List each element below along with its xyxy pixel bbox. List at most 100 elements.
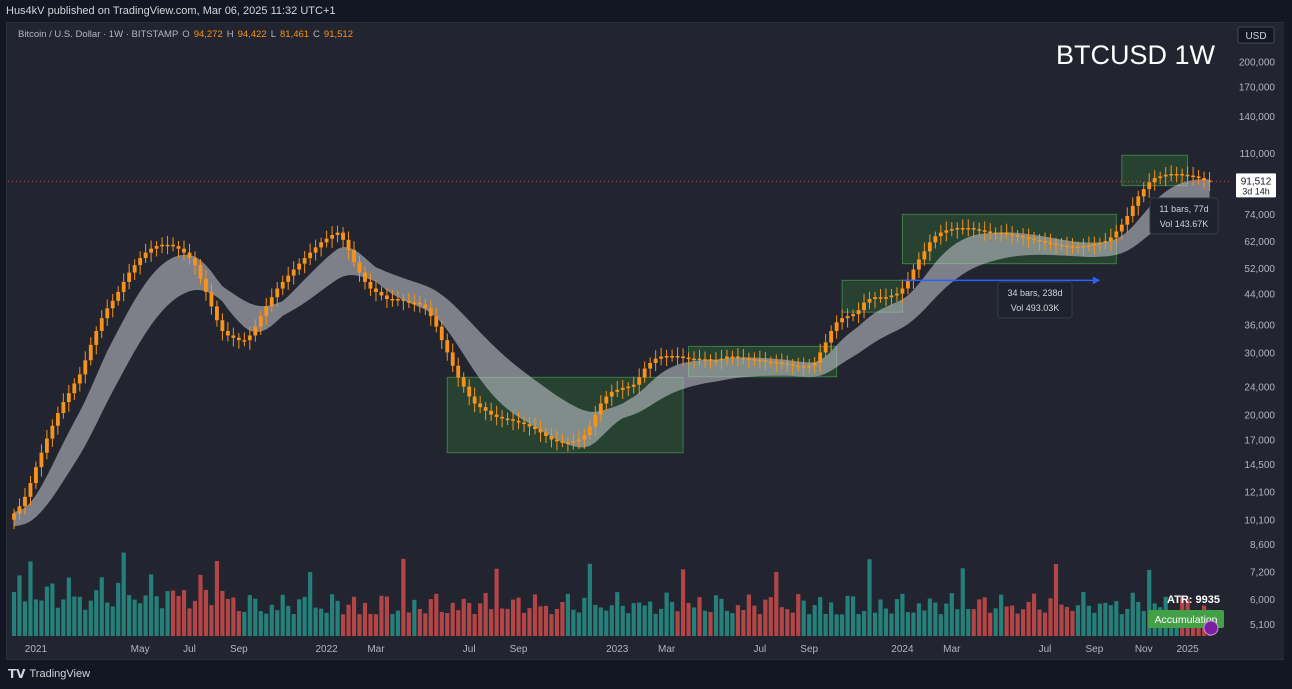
volume-bar: [1147, 569, 1152, 636]
candle-body: [785, 362, 790, 365]
candle-body: [1048, 242, 1053, 244]
volume-bar: [44, 586, 49, 636]
volume-bar: [214, 560, 219, 636]
volume-bar: [50, 583, 55, 636]
volume-bar: [412, 599, 417, 636]
volume-bar: [966, 608, 971, 636]
volume-bar: [642, 605, 647, 636]
price-tick-label: 20,000: [1244, 411, 1275, 422]
volume-bar: [225, 599, 230, 636]
candle-body: [214, 306, 219, 321]
candle-body: [412, 302, 417, 305]
volume-bar: [116, 582, 121, 636]
volume-bar: [637, 602, 642, 636]
volume-bar: [971, 609, 976, 636]
volume-bar: [313, 607, 318, 636]
volume-bar: [88, 600, 93, 636]
volume-bar: [121, 552, 126, 636]
candle-body: [840, 318, 845, 323]
tradingview-logo[interactable]: 𝗧𝗩 TradingView: [8, 667, 90, 681]
volume-bar: [670, 601, 675, 636]
volume-bar: [143, 595, 148, 636]
volume-bar: [977, 599, 982, 636]
candle-body: [818, 352, 823, 363]
candle-body: [363, 272, 367, 282]
candle-body: [944, 230, 949, 233]
volume-bar: [955, 609, 960, 636]
volume-bar: [33, 599, 39, 636]
candle-body: [571, 441, 576, 443]
volume-bar: [340, 614, 346, 636]
volume-bar: [439, 611, 444, 636]
candle-body: [895, 293, 899, 296]
candle-body: [1097, 242, 1102, 245]
candle-body: [385, 295, 389, 299]
volume-bar: [478, 603, 483, 636]
price-tick-label: 6,000: [1250, 595, 1275, 606]
price-tick-label: 10,100: [1244, 515, 1275, 526]
time-tick-label: Jul: [1039, 644, 1052, 655]
volume-bar: [231, 597, 236, 636]
volume-bar: [724, 610, 730, 636]
tradingview-brand: TradingView: [29, 668, 91, 680]
volume-bar: [631, 603, 636, 636]
candle-body: [110, 300, 115, 309]
volume-bar: [66, 577, 71, 636]
candle-body: [450, 352, 455, 366]
candle-body: [1136, 196, 1141, 206]
candle-body: [845, 316, 850, 319]
tradingview-mark-icon: 𝗧𝗩: [8, 667, 26, 681]
time-tick-label: Sep: [510, 644, 528, 655]
last-price-badge: [1236, 173, 1276, 198]
volume-bar: [472, 613, 477, 636]
volume-bar: [905, 612, 911, 636]
candle-body: [681, 356, 685, 359]
candle-body: [916, 259, 921, 270]
measure-label-box: [997, 281, 1073, 319]
chart-frame[interactable]: [6, 22, 1284, 660]
candle-body: [17, 506, 22, 514]
price-tick-label: 52,000: [1244, 264, 1275, 275]
volume-bar: [483, 592, 488, 636]
volume-bar: [708, 611, 713, 636]
candle-body: [933, 236, 938, 243]
candle-body: [176, 246, 181, 249]
volume-bar: [949, 593, 954, 636]
volume-bar: [785, 609, 790, 636]
candle-body: [500, 416, 505, 419]
candle-body: [741, 357, 746, 360]
volume-bar: [138, 603, 143, 636]
volume-bar: [790, 612, 795, 636]
candle-body: [560, 441, 565, 443]
candle-body: [445, 340, 450, 353]
volume-bar: [604, 610, 609, 636]
volume-bar: [461, 598, 466, 636]
candle-body: [708, 359, 713, 361]
price-tick-label: 30,000: [1244, 348, 1275, 359]
candle-body: [692, 358, 696, 361]
candle-body: [1119, 224, 1124, 232]
volume-bar: [702, 610, 708, 636]
volume-bar: [543, 605, 549, 636]
candle-body: [851, 314, 855, 317]
volume-bar: [1037, 609, 1042, 636]
volume-bar: [286, 605, 291, 636]
candle-body: [812, 362, 817, 366]
measure-arrow-head: [1092, 276, 1100, 285]
volume-bar: [988, 612, 993, 636]
candle-body: [1021, 236, 1026, 238]
volume-bar: [83, 609, 88, 636]
candle-body: [538, 429, 543, 433]
volume-bar: [319, 608, 324, 636]
price-tick-label: 170,000: [1239, 82, 1276, 93]
candle-body: [160, 244, 164, 247]
volume-bar: [22, 601, 28, 636]
candle-body: [686, 357, 691, 360]
measure-volume-label: Vol 493.03K: [1011, 303, 1060, 313]
candle-body: [900, 288, 905, 294]
candle-body: [341, 232, 345, 240]
volume-bar: [247, 595, 252, 636]
volume-bar: [28, 561, 33, 636]
volume-bar: [445, 613, 450, 636]
